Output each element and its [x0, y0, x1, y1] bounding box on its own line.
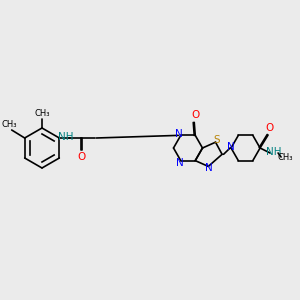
Text: O: O [265, 123, 273, 133]
Text: O: O [191, 110, 200, 120]
Text: N: N [227, 142, 235, 152]
Text: N: N [176, 158, 184, 168]
Text: N: N [175, 129, 183, 140]
Text: S: S [213, 135, 220, 145]
Text: CH₃: CH₃ [34, 109, 50, 118]
Text: O: O [77, 152, 86, 162]
Text: N: N [206, 164, 213, 173]
Text: CH₃: CH₃ [277, 152, 293, 161]
Text: NH: NH [266, 147, 282, 157]
Text: CH₃: CH₃ [2, 121, 17, 130]
Text: NH: NH [58, 131, 74, 142]
